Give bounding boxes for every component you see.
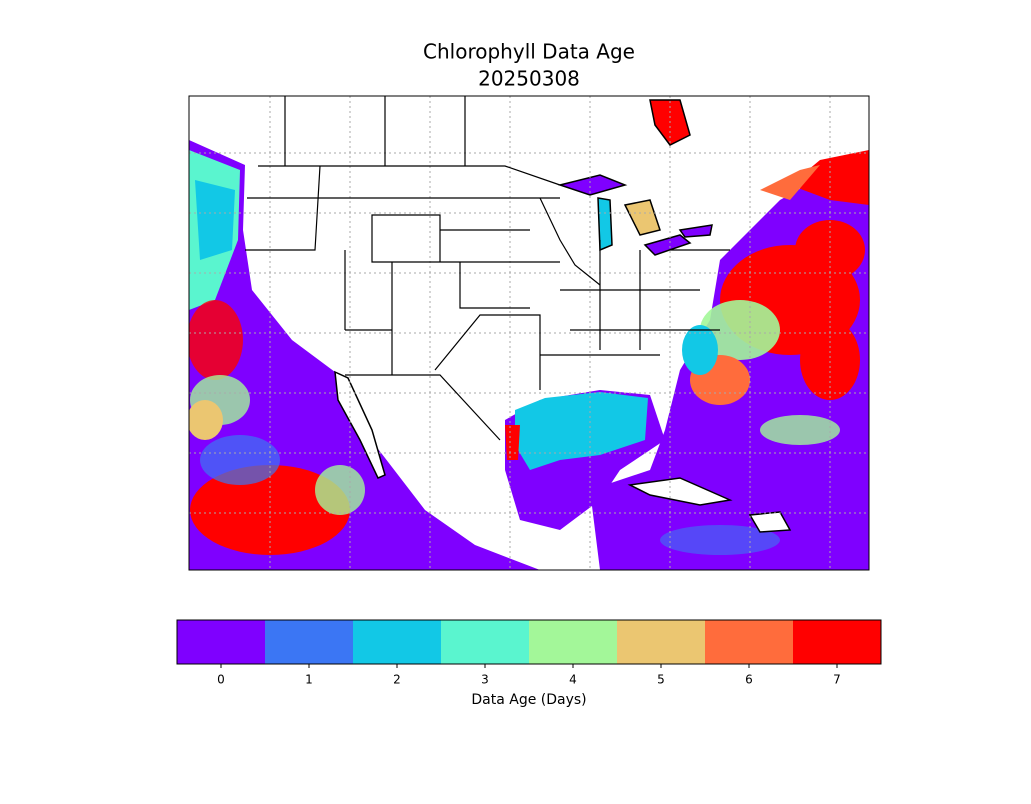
tick-label: 6 [745,673,753,687]
colorbar-bin [617,620,705,664]
colorbar-bin [529,620,617,664]
tick-label: 7 [833,673,841,687]
colorbar-bin [177,620,265,664]
tick-label: 0 [217,673,225,687]
title-line: 20250308 [478,67,580,91]
title-line: Chlorophyll Data Age [423,40,635,64]
tick-label: 5 [657,673,665,687]
colorbar-bin [793,620,881,664]
graticule [189,96,869,570]
colorbar-bin [265,620,353,664]
colorbar-label: Data Age (Days) [471,692,586,708]
colorbar: 0 1 2 3 4 5 6 7 [176,619,882,687]
tick-label: 4 [569,673,577,687]
colorbar-bin [705,620,793,664]
colorbar-bin [353,620,441,664]
tick-label: 1 [305,673,313,687]
map [188,95,870,571]
colorbar-frame [176,619,882,665]
colorbar-bin [441,620,529,664]
tick-label: 3 [481,673,489,687]
tick-label: 2 [393,673,401,687]
